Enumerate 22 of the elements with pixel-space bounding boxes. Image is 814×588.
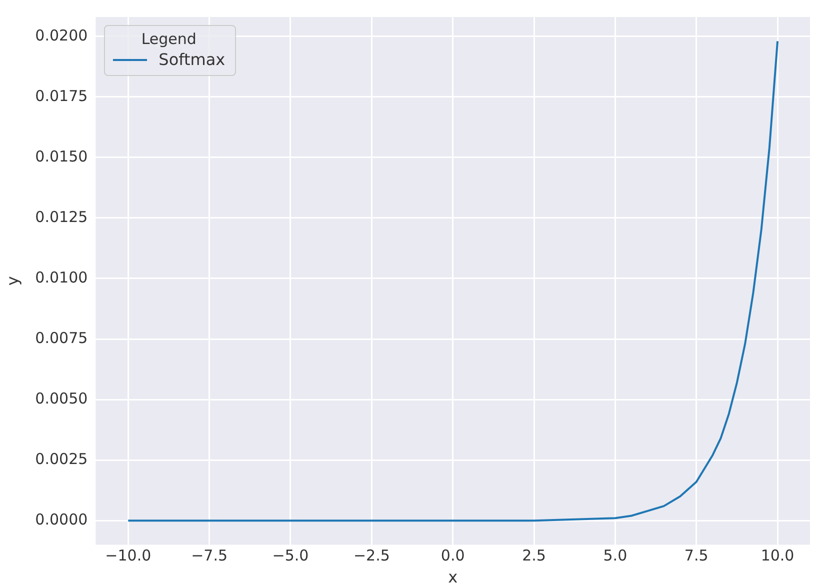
y-tick-label: 0.0200 [35, 26, 88, 44]
x-tick-label: −5.0 [272, 546, 309, 565]
legend-title: Legend [140, 30, 198, 48]
y-tick-label: 0.0125 [35, 208, 88, 226]
x-tick-label: 2.5 [522, 546, 546, 565]
y-tick-label: 0.0075 [35, 328, 88, 347]
x-tick-label: 5.0 [603, 546, 628, 565]
legend-label: Softmax [158, 50, 226, 69]
x-tick-label: 10.0 [760, 546, 794, 565]
x-tick-label: 0.0 [440, 546, 465, 565]
y-tick-label: 0.0025 [35, 450, 88, 468]
y-tick-label: 0.0150 [35, 147, 88, 166]
y-tick-label: 0.0000 [35, 510, 88, 528]
x-tick-label: −2.5 [353, 546, 390, 565]
x-tick-label: −10.0 [105, 546, 152, 565]
y-tick-label: 0.0100 [35, 268, 88, 286]
x-tick-label: 7.5 [684, 546, 708, 565]
y-tick-label: 0.0175 [35, 86, 88, 105]
y-axis-title: y [2, 276, 22, 286]
x-axis-title: x [448, 568, 458, 587]
y-tick-label: 0.0050 [35, 389, 88, 408]
x-tick-label: −7.5 [191, 546, 228, 565]
